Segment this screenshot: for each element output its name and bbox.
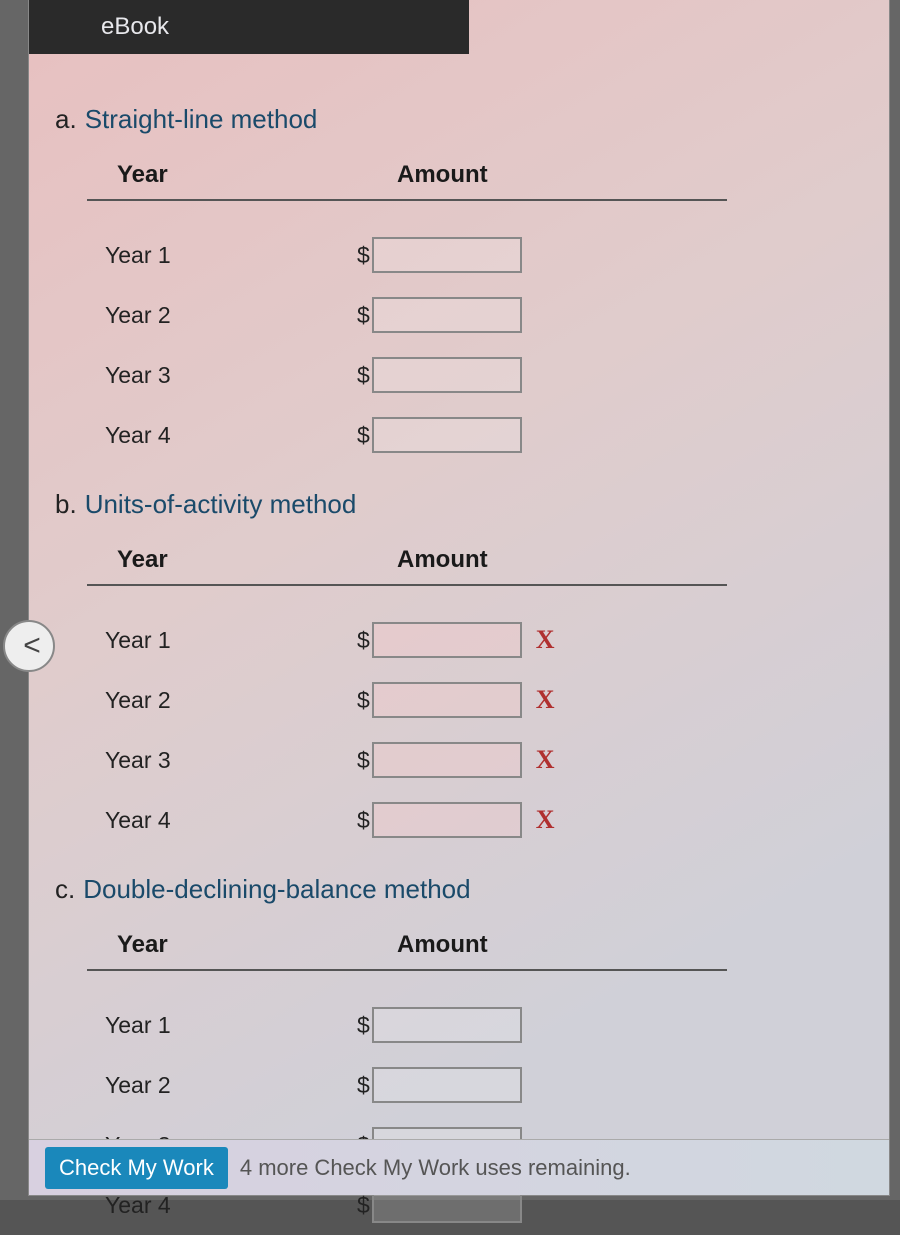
table-row: Year 1 $ <box>87 225 727 285</box>
amount-input-b-1[interactable] <box>372 622 522 658</box>
currency-symbol: $ <box>357 687 370 714</box>
check-my-work-button[interactable]: Check My Work <box>45 1147 228 1189</box>
incorrect-icon: X <box>536 625 555 655</box>
section-b-letter: b. <box>55 489 77 519</box>
col-header-amount: Amount <box>357 153 727 200</box>
col-header-year: Year <box>87 538 357 585</box>
section-a-letter: a. <box>55 104 77 134</box>
table-row: Year 2 $ <box>87 1055 727 1115</box>
year-label: Year 1 <box>87 610 357 670</box>
footer-bar: Check My Work 4 more Check My Work uses … <box>29 1139 889 1195</box>
year-label: Year 4 <box>87 790 357 850</box>
year-label: Year 3 <box>87 345 357 405</box>
section-b-title: Units-of-activity method <box>85 489 357 519</box>
currency-symbol: $ <box>357 422 370 449</box>
section-c-letter: c. <box>55 874 75 904</box>
currency-symbol: $ <box>357 362 370 389</box>
col-header-year: Year <box>87 923 357 970</box>
year-label: Year 2 <box>87 670 357 730</box>
ebook-label: eBook <box>101 13 169 41</box>
currency-symbol: $ <box>357 627 370 654</box>
incorrect-icon: X <box>536 685 555 715</box>
col-header-amount: Amount <box>357 538 727 585</box>
year-label: Year 1 <box>87 995 357 1055</box>
content-panel: eBook < a.Straight-line method Year Amou… <box>28 0 890 1196</box>
section-a-title: Straight-line method <box>85 104 318 134</box>
year-label: Year 2 <box>87 1055 357 1115</box>
amount-input-a-2[interactable] <box>372 297 522 333</box>
table-row: Year 2 $ X <box>87 670 727 730</box>
col-header-year: Year <box>87 153 357 200</box>
currency-symbol: $ <box>357 747 370 774</box>
currency-symbol: $ <box>357 807 370 834</box>
table-row: Year 3 $ X <box>87 730 727 790</box>
window-frame: eBook < a. Straight-line method Year Amou… <box>0 0 900 1200</box>
section-c-heading: c. Double-declining-balance method <box>55 874 875 905</box>
chevron-left-icon: < <box>23 631 41 661</box>
table-row: Year 1 $ X <box>87 610 727 670</box>
amount-input-c-1[interactable] <box>372 1007 522 1043</box>
incorrect-icon: X <box>536 745 555 775</box>
incorrect-icon: X <box>536 805 555 835</box>
table-row: Year 4 $ <box>87 405 727 465</box>
currency-symbol: $ <box>357 1192 370 1219</box>
year-label: Year 4 <box>87 405 357 465</box>
ebook-tab[interactable]: eBook <box>29 0 469 54</box>
amount-input-a-3[interactable] <box>372 357 522 393</box>
question-content: a. Straight-line method Year Amount Year … <box>55 80 875 1235</box>
year-label: Year 1 <box>87 225 357 285</box>
section-a-table: Year Amount Year 1 $ Year 2 $ <box>87 153 727 465</box>
section-a-heading: a. Straight-line method <box>55 104 875 135</box>
table-row: Year 4 $ X <box>87 790 727 850</box>
prev-page-button[interactable]: < <box>3 620 55 672</box>
table-row: Year 1 $ <box>87 995 727 1055</box>
currency-symbol: $ <box>357 1072 370 1099</box>
amount-input-b-2[interactable] <box>372 682 522 718</box>
col-header-amount: Amount <box>357 923 727 970</box>
year-label: Year 3 <box>87 730 357 790</box>
currency-symbol: $ <box>357 242 370 269</box>
amount-input-b-4[interactable] <box>372 802 522 838</box>
section-b-heading: b. Units-of-activity method <box>55 489 875 520</box>
table-row: Year 3 $ <box>87 345 727 405</box>
section-b-table: Year Amount Year 1 $ X Year 2 $ <box>87 538 727 850</box>
amount-input-a-1[interactable] <box>372 237 522 273</box>
currency-symbol: $ <box>357 1012 370 1039</box>
currency-symbol: $ <box>357 302 370 329</box>
amount-input-b-3[interactable] <box>372 742 522 778</box>
section-c-title: Double-declining-balance method <box>83 874 470 904</box>
year-label: Year 2 <box>87 285 357 345</box>
table-row: Year 2 $ <box>87 285 727 345</box>
amount-input-c-2[interactable] <box>372 1067 522 1103</box>
uses-remaining-text: 4 more Check My Work uses remaining. <box>240 1155 631 1181</box>
amount-input-a-4[interactable] <box>372 417 522 453</box>
